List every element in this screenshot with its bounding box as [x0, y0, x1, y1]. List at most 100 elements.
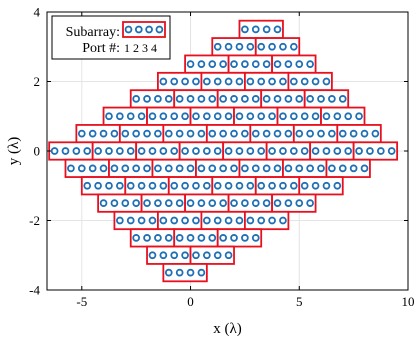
subarray-border [97, 193, 143, 213]
subarray-border [184, 193, 230, 213]
subarray [64, 158, 110, 178]
subarray [227, 54, 273, 74]
antenna-element [94, 181, 102, 190]
antenna-element [110, 164, 119, 173]
subarray [184, 54, 230, 74]
antenna-element [203, 77, 211, 86]
antenna-element [219, 164, 227, 173]
antenna-element [257, 216, 266, 225]
antenna-element [241, 95, 249, 103]
subarray [140, 193, 186, 213]
antenna-element [300, 77, 309, 86]
subarray-border [195, 158, 241, 178]
antenna-element [83, 181, 92, 190]
legend-subarray-sample [122, 21, 166, 38]
subarray [129, 89, 176, 109]
legend-port-numbers: 1 2 3 4 [124, 41, 157, 55]
subarray-border [200, 71, 246, 92]
subarray-border [162, 263, 208, 283]
antenna-element [186, 199, 195, 207]
antenna-element [311, 77, 320, 86]
antenna-element [273, 95, 282, 103]
antenna-element [186, 129, 195, 138]
subarray-border [260, 89, 306, 109]
antenna-element [159, 251, 168, 260]
antenna-element [349, 164, 358, 173]
antenna-element [203, 147, 211, 155]
antenna-element [192, 112, 200, 121]
antenna-element [203, 181, 211, 190]
antenna-element [132, 234, 140, 242]
antenna-element [213, 112, 222, 121]
antenna-element [224, 42, 233, 51]
antenna-element [126, 112, 135, 121]
antenna-element [268, 181, 276, 190]
antenna-element [257, 147, 266, 155]
antenna-element [143, 164, 151, 173]
subarray [157, 71, 203, 92]
antenna-element [116, 181, 124, 190]
subarray-border [184, 54, 230, 74]
antenna-element [322, 77, 331, 86]
antenna-element [273, 60, 282, 68]
subarray [271, 193, 317, 213]
antenna-element [143, 199, 151, 207]
antenna-element [143, 129, 151, 138]
subarray-border [129, 228, 176, 248]
subarray-border [211, 176, 257, 196]
subarray-border [205, 124, 252, 144]
antenna-element [77, 129, 86, 138]
antenna-element [61, 147, 70, 155]
antenna-element [137, 216, 146, 225]
antenna-element [186, 164, 195, 173]
legend-subarray-label: Subarray: [66, 25, 120, 40]
antenna-element [241, 25, 249, 34]
antenna-element [300, 112, 309, 121]
antenna-element [213, 77, 222, 86]
subarray [216, 89, 263, 109]
antenna-element [251, 234, 260, 242]
subarray-border [200, 210, 246, 231]
antenna-element [170, 181, 179, 190]
axis-ticks: -5 0 5 10 -4 -2 0 2 4 [29, 5, 414, 310]
subarray [189, 106, 235, 126]
subarray [146, 245, 192, 265]
antenna-element [251, 199, 260, 207]
antenna-element [241, 164, 249, 173]
antenna-element [289, 112, 298, 121]
antenna-element [186, 95, 195, 103]
antenna-element [208, 60, 217, 68]
antenna-element [273, 129, 282, 138]
antenna-element [164, 164, 173, 173]
antenna-element [241, 60, 249, 68]
subarray [260, 89, 306, 109]
subarray-border [75, 124, 121, 144]
antenna-element [295, 164, 304, 173]
antenna-element [300, 147, 309, 155]
subarray-border [243, 210, 290, 231]
antenna-element [175, 199, 184, 207]
antenna-element [311, 181, 320, 190]
antenna-element [338, 129, 347, 138]
subarray-border [146, 106, 192, 126]
antenna-element [317, 95, 325, 103]
antenna-element [208, 234, 217, 242]
subarray-border [298, 176, 344, 196]
y-axis-label: y (λ) [6, 137, 22, 166]
antenna-element [262, 60, 271, 68]
antenna-element [116, 147, 124, 155]
antenna-element [328, 164, 336, 173]
subarray-border [167, 176, 214, 196]
antenna-element [306, 129, 314, 138]
antenna-element [186, 268, 195, 277]
antenna-element [246, 77, 255, 86]
antenna-element [181, 181, 189, 190]
antenna-element [181, 112, 189, 121]
subarray [135, 141, 181, 161]
subarray-border [162, 124, 208, 144]
antenna-element [251, 25, 260, 34]
antenna-element [224, 112, 233, 121]
subarray-border [108, 158, 154, 178]
subarray [75, 124, 121, 144]
subarray [298, 176, 344, 196]
